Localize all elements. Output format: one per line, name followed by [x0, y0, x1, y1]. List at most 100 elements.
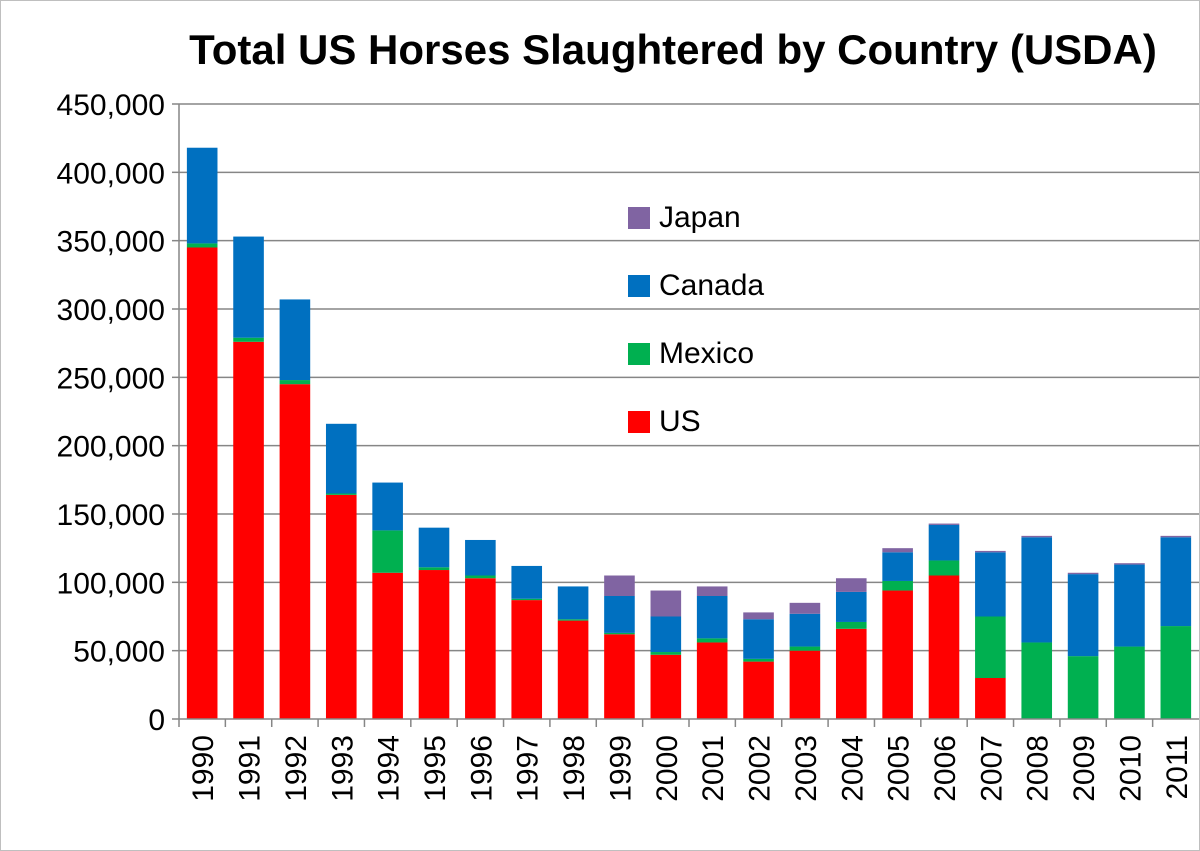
- bar-mexico-2007: [975, 616, 1006, 678]
- bar-canada-2001: [696, 596, 728, 639]
- bar-mexico-1996: [465, 575, 496, 579]
- bar-mexico-1999: [604, 632, 635, 635]
- bar-us-2003: [789, 650, 821, 719]
- chart-title: Total US Horses Slaughtered by Country (…: [189, 26, 1157, 73]
- y-tick-label: 0: [148, 704, 165, 737]
- x-tick-label: 1995: [419, 735, 452, 802]
- bar-mexico-1994: [372, 530, 403, 573]
- x-tick-label: 2002: [744, 735, 777, 802]
- bar-japan-2008: [1021, 535, 1053, 538]
- bar-canada-1990: [186, 147, 218, 244]
- bar-canada-2004: [835, 591, 867, 622]
- bar-mexico-1998: [557, 619, 589, 621]
- bar-us-1994: [372, 572, 403, 719]
- bar-canada-2008: [1021, 537, 1053, 643]
- bar-mexico-1995: [418, 567, 450, 571]
- y-tick-label: 250,000: [57, 362, 165, 395]
- bar-us-1992: [279, 384, 311, 719]
- bar-canada-1999: [604, 596, 635, 633]
- bar-mexico-2002: [743, 658, 774, 662]
- bar-mexico-2006: [928, 560, 960, 576]
- bar-mexico-1993: [325, 493, 357, 495]
- bar-canada-1991: [233, 236, 264, 338]
- legend-swatch-canada: [628, 275, 650, 297]
- x-tick-label: 1992: [280, 735, 313, 802]
- x-tick-label: 2006: [929, 735, 962, 802]
- axes: 0 50,000 100,000 150,000 200,000 250,000 300,0…: [57, 89, 1199, 802]
- bar-mexico-2011: [1160, 626, 1192, 719]
- x-tick-label: 1993: [326, 735, 359, 802]
- bar-canada-2006: [928, 524, 960, 561]
- x-tick-label: 1991: [234, 735, 267, 802]
- x-tick-label: 2010: [1114, 735, 1147, 802]
- bar-us-1995: [418, 570, 450, 719]
- x-tick-label: 1999: [604, 735, 637, 802]
- legend: Japan Canada Mexico US: [628, 201, 764, 438]
- bar-canada-2011: [1160, 537, 1192, 627]
- x-tick-label: 1997: [512, 735, 545, 802]
- bar-us-2004: [835, 628, 867, 719]
- bar-us-2001: [696, 642, 728, 719]
- bar-mexico-2001: [696, 638, 728, 643]
- y-tick-label: 150,000: [57, 499, 165, 532]
- legend-label-canada: Canada: [659, 269, 764, 302]
- bar-canada-2002: [743, 619, 774, 659]
- bar-japan-2001: [696, 586, 728, 596]
- bar-mexico-1997: [511, 598, 543, 601]
- x-tick-label: 2004: [836, 735, 869, 802]
- bar-mexico-2009: [1067, 656, 1099, 719]
- bar-japan-2005: [882, 548, 913, 553]
- bar-canada-1998: [557, 586, 589, 620]
- x-tick-label: 1998: [558, 735, 591, 802]
- bar-japan-2009: [1067, 572, 1099, 575]
- y-tick-label: 400,000: [57, 157, 165, 190]
- bar-us-1996: [465, 578, 496, 719]
- bar-japan-2006: [928, 523, 960, 525]
- bar-canada-2010: [1114, 564, 1145, 647]
- x-tick-label: 1994: [373, 735, 406, 802]
- bar-mexico-2003: [789, 646, 821, 651]
- bar-us-2007: [975, 678, 1006, 719]
- y-tick-label: 50,000: [73, 636, 165, 669]
- y-tick-label: 450,000: [57, 89, 165, 122]
- y-tick-label: 300,000: [57, 294, 165, 327]
- bar-us-2002: [743, 661, 774, 719]
- bar-mexico-1992: [279, 380, 311, 385]
- bar-canada-2005: [882, 552, 913, 581]
- legend-swatch-us: [628, 411, 650, 433]
- bar-mexico-2004: [835, 621, 867, 629]
- bar-us-1993: [325, 494, 357, 719]
- x-tick-label: 2008: [1022, 735, 1055, 802]
- x-tick-label: 2009: [1068, 735, 1101, 802]
- bar-mexico-1990: [186, 243, 218, 248]
- bar-us-2005: [882, 590, 913, 719]
- bar-japan-2010: [1114, 563, 1145, 565]
- legend-label-us: US: [659, 405, 701, 438]
- bar-canada-1997: [511, 565, 543, 599]
- bar-canada-1995: [418, 527, 450, 568]
- bar-canada-2009: [1067, 574, 1099, 657]
- x-tick-label: 2007: [975, 735, 1008, 802]
- x-tick-label: 2001: [697, 735, 730, 802]
- x-tick-label: 2003: [790, 735, 823, 802]
- bar-us-1990: [186, 247, 218, 719]
- bar-us-2000: [650, 654, 682, 719]
- y-tick-label: 350,000: [57, 226, 165, 259]
- bars: [186, 147, 1192, 719]
- x-tick-label: 1996: [465, 735, 498, 802]
- x-tick-label: 2000: [651, 735, 684, 802]
- bar-mexico-2008: [1021, 642, 1053, 719]
- y-tick-label: 200,000: [57, 431, 165, 464]
- bar-us-1999: [604, 634, 635, 719]
- legend-label-mexico: Mexico: [659, 337, 754, 370]
- bar-japan-2003: [789, 602, 821, 614]
- legend-swatch-japan: [628, 207, 650, 229]
- bar-japan-2007: [975, 550, 1006, 553]
- bar-japan-2011: [1160, 535, 1192, 538]
- bar-mexico-2000: [650, 652, 682, 655]
- x-tick-label: 2011: [1161, 735, 1194, 800]
- bar-mexico-1991: [233, 337, 264, 342]
- bar-japan-2002: [743, 612, 774, 620]
- bar-canada-2000: [650, 616, 682, 653]
- bar-us-2006: [928, 575, 960, 719]
